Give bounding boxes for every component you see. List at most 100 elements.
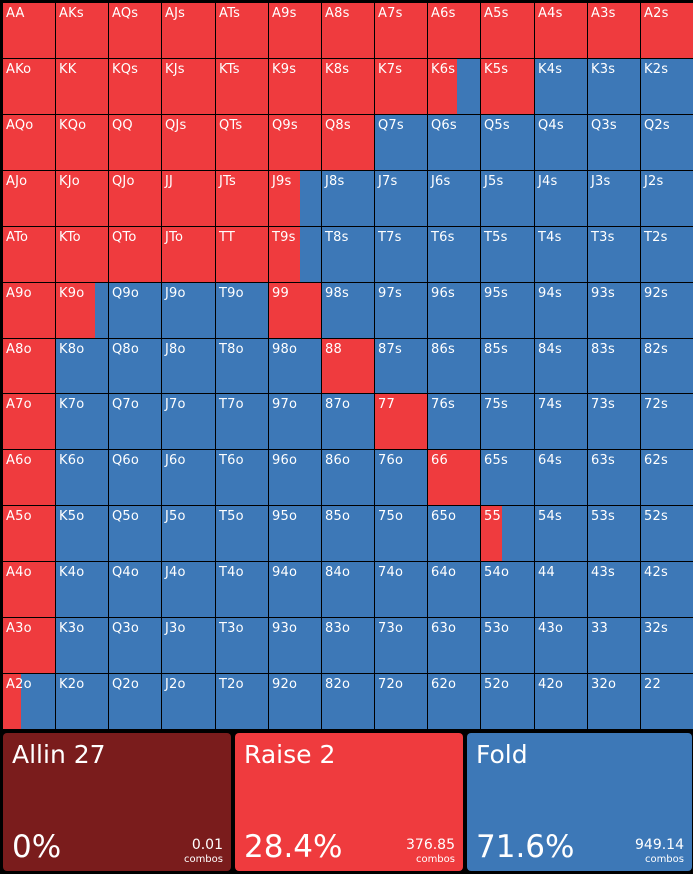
hand-cell[interactable]: K3s	[588, 59, 641, 115]
hand-cell[interactable]: Q6o	[109, 450, 162, 506]
hand-cell[interactable]: AQs	[109, 3, 162, 59]
hand-cell[interactable]: K9s	[269, 59, 322, 115]
hand-cell[interactable]: KTo	[56, 227, 109, 283]
hand-cell[interactable]: J2o	[162, 674, 216, 730]
hand-cell[interactable]: 33	[588, 618, 641, 674]
hand-cell[interactable]: T3s	[588, 227, 641, 283]
hand-cell[interactable]: K6s	[428, 59, 481, 115]
hand-cell[interactable]: 75o	[375, 506, 428, 562]
hand-cell[interactable]: K8o	[56, 339, 109, 394]
hand-cell[interactable]: T8o	[216, 339, 269, 394]
hand-cell[interactable]: 64s	[535, 450, 588, 506]
hand-cell[interactable]: A5s	[481, 3, 535, 59]
hand-cell[interactable]: J9s	[269, 171, 322, 227]
hand-cell[interactable]: AA	[3, 3, 56, 59]
hand-cell[interactable]: J6o	[162, 450, 216, 506]
hand-cell[interactable]: T8s	[322, 227, 375, 283]
hand-cell[interactable]: J9o	[162, 283, 216, 339]
hand-cell[interactable]: 94s	[535, 283, 588, 339]
hand-cell[interactable]: J7o	[162, 394, 216, 450]
hand-cell[interactable]: 43o	[535, 618, 588, 674]
hand-cell[interactable]: 53s	[588, 506, 641, 562]
hand-cell[interactable]: 73o	[375, 618, 428, 674]
hand-cell[interactable]: J3o	[162, 618, 216, 674]
hand-cell[interactable]: 86s	[428, 339, 481, 394]
hand-cell[interactable]: 83o	[322, 618, 375, 674]
hand-cell[interactable]: 96s	[428, 283, 481, 339]
hand-cell[interactable]: K5o	[56, 506, 109, 562]
hand-cell[interactable]: Q7o	[109, 394, 162, 450]
hand-cell[interactable]: Q5s	[481, 115, 535, 171]
hand-cell[interactable]: ATs	[216, 3, 269, 59]
hand-cell[interactable]: K3o	[56, 618, 109, 674]
hand-cell[interactable]: 22	[641, 674, 693, 730]
hand-cell[interactable]: 87o	[322, 394, 375, 450]
hand-cell[interactable]: Q7s	[375, 115, 428, 171]
hand-cell[interactable]: 53o	[481, 618, 535, 674]
hand-cell[interactable]: 88	[322, 339, 375, 394]
hand-cell[interactable]: JTs	[216, 171, 269, 227]
hand-cell[interactable]: Q3o	[109, 618, 162, 674]
hand-cell[interactable]: 42o	[535, 674, 588, 730]
hand-cell[interactable]: Q9o	[109, 283, 162, 339]
hand-cell[interactable]: AKo	[3, 59, 56, 115]
hand-cell[interactable]: A7s	[375, 3, 428, 59]
hand-cell[interactable]: 65o	[428, 506, 481, 562]
hand-cell[interactable]: K5s	[481, 59, 535, 115]
hand-cell[interactable]: A3s	[588, 3, 641, 59]
hand-cell[interactable]: 42s	[641, 562, 693, 618]
hand-cell[interactable]: AJs	[162, 3, 216, 59]
hand-cell[interactable]: A3o	[3, 618, 56, 674]
hand-cell[interactable]: A8s	[322, 3, 375, 59]
hand-cell[interactable]: A2o	[3, 674, 56, 730]
hand-cell[interactable]: 92o	[269, 674, 322, 730]
hand-cell[interactable]: QJo	[109, 171, 162, 227]
hand-cell[interactable]: 63s	[588, 450, 641, 506]
hand-cell[interactable]: 43s	[588, 562, 641, 618]
hand-cell[interactable]: T4s	[535, 227, 588, 283]
hand-cell[interactable]: T3o	[216, 618, 269, 674]
hand-cell[interactable]: A9s	[269, 3, 322, 59]
hand-cell[interactable]: 85s	[481, 339, 535, 394]
hand-cell[interactable]: QTo	[109, 227, 162, 283]
hand-cell[interactable]: 72o	[375, 674, 428, 730]
hand-cell[interactable]: 94o	[269, 562, 322, 618]
hand-cell[interactable]: AQo	[3, 115, 56, 171]
hand-cell[interactable]: 32s	[641, 618, 693, 674]
hand-cell[interactable]: Q9s	[269, 115, 322, 171]
hand-cell[interactable]: 74s	[535, 394, 588, 450]
hand-cell[interactable]: J6s	[428, 171, 481, 227]
hand-cell[interactable]: Q4s	[535, 115, 588, 171]
hand-cell[interactable]: T4o	[216, 562, 269, 618]
hand-cell[interactable]: 73s	[588, 394, 641, 450]
hand-cell[interactable]: 62o	[428, 674, 481, 730]
raise-panel[interactable]: Raise 2 28.4% 376.85 combos	[235, 733, 463, 871]
hand-cell[interactable]: 93o	[269, 618, 322, 674]
hand-cell[interactable]: T6o	[216, 450, 269, 506]
hand-cell[interactable]: J7s	[375, 171, 428, 227]
hand-cell[interactable]: J3s	[588, 171, 641, 227]
hand-cell[interactable]: 83s	[588, 339, 641, 394]
hand-cell[interactable]: J4s	[535, 171, 588, 227]
hand-cell[interactable]: T5s	[481, 227, 535, 283]
hand-cell[interactable]: 86o	[322, 450, 375, 506]
hand-cell[interactable]: Q5o	[109, 506, 162, 562]
hand-cell[interactable]: Q4o	[109, 562, 162, 618]
hand-cell[interactable]: KJs	[162, 59, 216, 115]
fold-panel[interactable]: Fold 71.6% 949.14 combos	[467, 733, 692, 871]
hand-cell[interactable]: JTo	[162, 227, 216, 283]
hand-cell[interactable]: JJ	[162, 171, 216, 227]
hand-cell[interactable]: KQs	[109, 59, 162, 115]
hand-cell[interactable]: 84s	[535, 339, 588, 394]
hand-cell[interactable]: T5o	[216, 506, 269, 562]
hand-cell[interactable]: KQo	[56, 115, 109, 171]
hand-cell[interactable]: A5o	[3, 506, 56, 562]
hand-cell[interactable]: T7s	[375, 227, 428, 283]
hand-cell[interactable]: 98o	[269, 339, 322, 394]
hand-cell[interactable]: J4o	[162, 562, 216, 618]
hand-cell[interactable]: KTs	[216, 59, 269, 115]
hand-cell[interactable]: J2s	[641, 171, 693, 227]
hand-cell[interactable]: 66	[428, 450, 481, 506]
hand-cell[interactable]: A4s	[535, 3, 588, 59]
hand-cell[interactable]: 87s	[375, 339, 428, 394]
